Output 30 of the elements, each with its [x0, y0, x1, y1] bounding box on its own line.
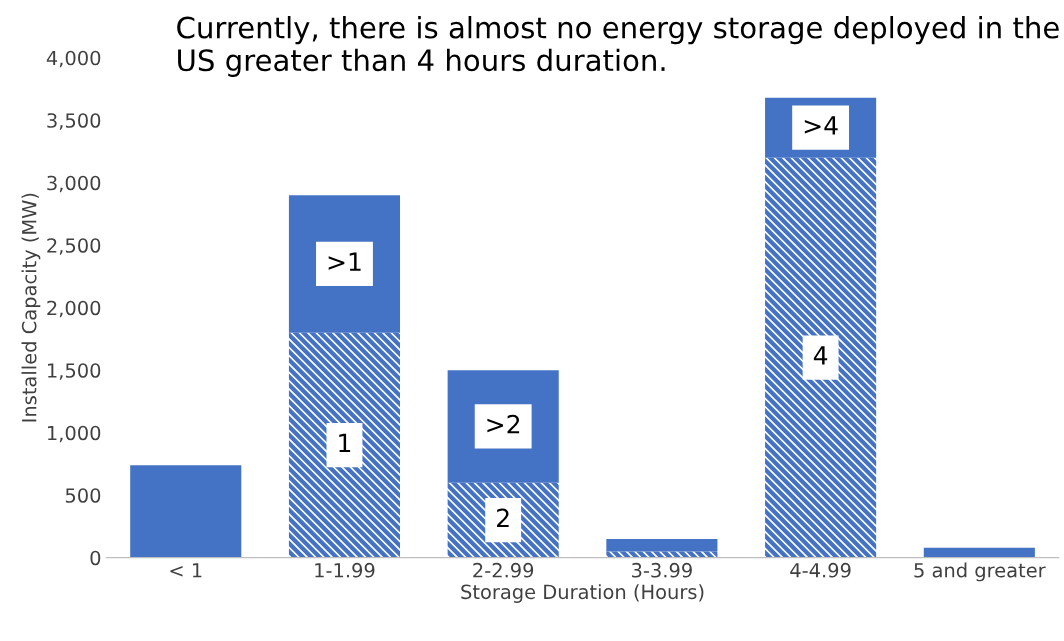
- bar: [765, 157, 877, 558]
- y-tick-label: 2,500: [47, 238, 101, 255]
- y-tick-label: 4,000: [46, 50, 101, 68]
- bar: [288, 332, 401, 558]
- annotation: >4: [804, 116, 838, 135]
- bar: [923, 547, 1035, 558]
- y-tick-label: 3,500: [47, 113, 101, 130]
- y-tick-label: 0: [90, 550, 101, 566]
- bar: [606, 551, 718, 558]
- annotation: >1: [328, 252, 361, 271]
- x-tick-label: 2-2.99: [473, 562, 534, 578]
- y-axis-title: Installed Capacity (MW): [21, 193, 41, 422]
- y-tick-label: 2,000: [47, 300, 101, 318]
- annotation: 1: [339, 433, 351, 453]
- chart-title: Currently, there is almost no energy storage deployed in the US greater than 4 hours duration.: [177, 16, 1059, 77]
- y-tick-label: 1,500: [48, 363, 101, 380]
- annotation: >2: [487, 414, 520, 434]
- x-tick-label: 1-1.99: [315, 562, 375, 578]
- x-tick-label: 5 and greater: [914, 562, 1046, 582]
- x-tick-label: 3-3.99: [632, 562, 692, 578]
- x-tick-label: 4-4.99: [790, 562, 851, 578]
- annotation: 4: [813, 346, 828, 365]
- x-tick-label: < 1: [170, 563, 202, 578]
- y-tick-label: 500: [65, 488, 101, 503]
- bar: [606, 538, 718, 552]
- bar: [130, 465, 242, 558]
- y-tick-label: 3,000: [47, 175, 101, 193]
- y-tick-label: 1,000: [48, 425, 101, 443]
- annotation: 2: [497, 508, 509, 528]
- x-axis-title: Storage Duration (Hours): [461, 584, 704, 603]
